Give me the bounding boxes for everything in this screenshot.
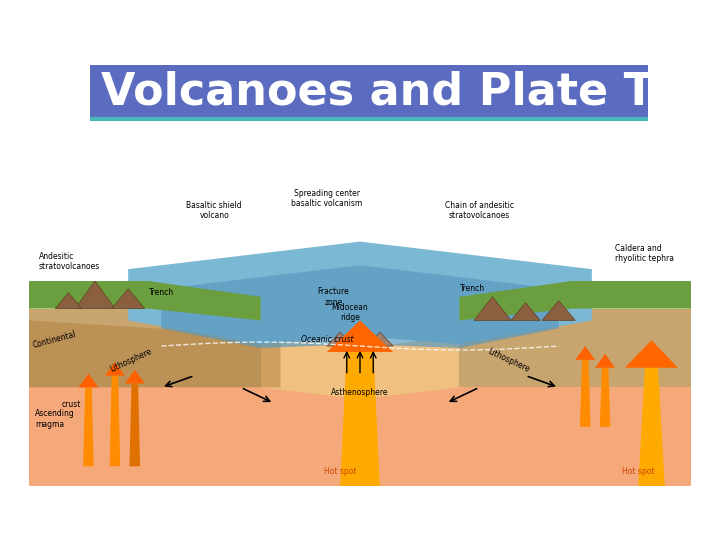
Polygon shape [161, 265, 559, 348]
Polygon shape [366, 332, 393, 346]
Polygon shape [542, 301, 575, 320]
Polygon shape [29, 320, 281, 388]
Polygon shape [109, 376, 120, 467]
Polygon shape [130, 383, 140, 467]
Text: Andesitic
stratovolcanoes: Andesitic stratovolcanoes [39, 252, 100, 271]
FancyBboxPatch shape [90, 65, 648, 119]
Polygon shape [511, 303, 540, 320]
Polygon shape [340, 348, 380, 486]
Text: crust: crust [62, 400, 81, 409]
Text: Asthenosphere: Asthenosphere [331, 388, 389, 397]
Text: Midocean
ridge: Midocean ridge [332, 303, 369, 322]
Text: Lithosphere: Lithosphere [486, 346, 531, 374]
Polygon shape [638, 368, 665, 486]
Polygon shape [29, 309, 691, 486]
Text: Hot spot: Hot spot [622, 467, 654, 476]
Text: Copyright 1999 John Wiley and Sons, Inc. All rights reserved.: Copyright 1999 John Wiley and Sons, Inc.… [112, 460, 409, 470]
Text: Ascending
magma: Ascending magma [35, 409, 75, 429]
Polygon shape [29, 309, 261, 388]
Polygon shape [29, 360, 691, 486]
Polygon shape [575, 346, 595, 360]
Polygon shape [474, 297, 511, 320]
Text: Trench: Trench [149, 288, 174, 297]
Text: Lithosphere: Lithosphere [108, 346, 153, 374]
Polygon shape [55, 293, 82, 309]
Polygon shape [78, 374, 99, 388]
Polygon shape [105, 362, 125, 376]
Polygon shape [625, 340, 678, 368]
Polygon shape [459, 281, 691, 320]
Polygon shape [595, 354, 615, 368]
Text: Spreading center
basaltic volcanism: Spreading center basaltic volcanism [292, 188, 362, 208]
Polygon shape [112, 289, 145, 309]
Polygon shape [29, 281, 261, 320]
Text: Trench: Trench [460, 284, 485, 293]
Polygon shape [580, 360, 590, 427]
Text: Caldera and
rhyolitic tephra: Caldera and rhyolitic tephra [615, 244, 674, 264]
Text: Basaltic shield
volcano: Basaltic shield volcano [186, 200, 242, 220]
Polygon shape [600, 368, 611, 427]
Text: Chain of andesitic
stratovolcanoes: Chain of andesitic stratovolcanoes [445, 200, 514, 220]
Polygon shape [75, 281, 115, 309]
Text: Oceanic crust: Oceanic crust [301, 335, 353, 344]
Polygon shape [327, 320, 393, 352]
Polygon shape [459, 309, 691, 388]
Polygon shape [125, 370, 145, 383]
Polygon shape [327, 332, 354, 346]
Text: Hot spot: Hot spot [324, 467, 356, 476]
Text: Continental: Continental [32, 330, 78, 350]
Text: Fracture
zone: Fracture zone [318, 287, 349, 307]
Polygon shape [347, 332, 373, 346]
Polygon shape [83, 388, 94, 467]
Polygon shape [128, 241, 592, 344]
Text: Volcanoes and Plate Tectonics: Volcanoes and Plate Tectonics [101, 70, 720, 113]
